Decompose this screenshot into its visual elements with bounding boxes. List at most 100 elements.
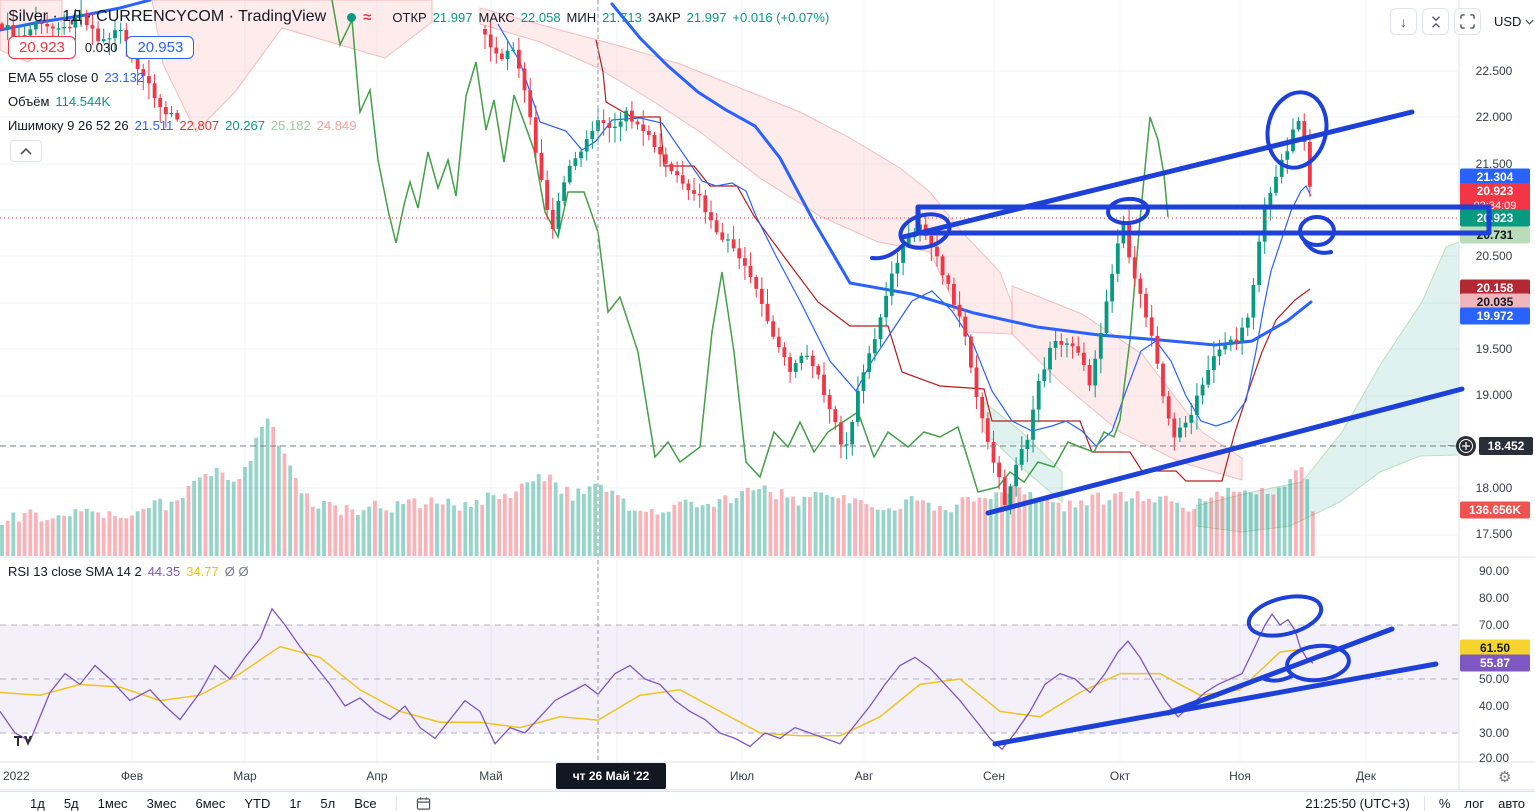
volume-label: Объём [8,94,50,109]
svg-text:17.500: 17.500 [1476,527,1513,541]
rsi-label: RSI 13 close SMA 14 2 [8,564,142,579]
low-label: МИН [566,9,597,25]
range-button-YTD[interactable]: YTD [244,796,271,811]
month-label-Дек: Дек [1356,769,1377,783]
toolbar-right: 21:25:50 (UTC+3) % лог авто [1305,796,1525,811]
high-label: МАКС [478,9,515,25]
crosshair-date-tooltip: чт 26 Май '22 [556,763,666,789]
maximize-icon [1460,14,1475,29]
svg-text:55.87: 55.87 [1480,656,1510,670]
svg-text:20.00: 20.00 [1479,751,1509,765]
price-axis-badges: 21.30420.92303:34:0920.92320.73120.15820… [1460,168,1533,672]
trendline-drawing [1165,626,1395,716]
rsi-legend[interactable]: RSI 13 close SMA 14 2 44.35 34.77 Ø Ø [8,564,249,579]
volume-bars [0,418,1315,556]
tradingview-logo-icon [14,736,32,746]
rsi-empty-values: Ø Ø [224,564,249,579]
close-label: ЗАКР [647,9,681,25]
collapse-pane-button[interactable] [1422,8,1449,35]
drawing-annotations[interactable] [870,87,1492,747]
svg-text:50.00: 50.00 [1479,672,1509,686]
time-axis-background[interactable] [0,762,1535,790]
svg-text:18.452: 18.452 [1488,439,1525,453]
ichimoku-senkou-b-value: 24.849 [316,118,357,133]
range-button-1мес[interactable]: 1мес [97,796,128,811]
rsi-sma-line [0,645,1314,737]
buy-sell-row: 20.923 0.030 20.953 [8,36,195,59]
open-label: ОТКР [392,9,427,25]
month-label-Авг: Авг [855,769,874,783]
month-label-Ноя: Ноя [1229,769,1251,783]
time-axis[interactable]: 2022ФевМарАпрМайИюнИюлАвгСенОктНояДекчт … [3,763,1511,789]
svg-text:70.00: 70.00 [1479,618,1509,632]
circle-drawing [1265,90,1329,170]
low-value: 21.713 [602,9,642,25]
calendar-icon[interactable] [416,796,431,811]
currency-selector[interactable]: USD [1494,14,1534,29]
buy-button[interactable]: 20.953 [126,36,195,59]
sell-button[interactable]: 20.923 [8,36,76,59]
svg-text:19.500: 19.500 [1476,342,1513,356]
ichimoku-senkou-a-value: 25.182 [270,118,311,133]
approx-equal-icon: ≈ [363,8,372,26]
range-button-5д[interactable]: 5д [63,796,79,811]
svg-text:20.923: 20.923 [1477,184,1514,198]
symbol-title[interactable]: Silver · 1Д · CURRENCYCOM · TradingView [8,8,327,25]
tenkan-line [497,23,1312,447]
add-alert-button[interactable] [1456,436,1476,456]
toolbar-divider [395,796,397,811]
svg-text:21.500: 21.500 [1476,157,1513,171]
bottom-toolbar: 1д 5д 1мес 3мес 6мес YTD 1г 5л Все 21:25:50 (UTC… [0,791,1535,811]
ema55-line [0,0,152,32]
rsi-sma-value: 34.77 [186,564,219,579]
tradingview-logo[interactable] [12,730,38,754]
percent-scale-button[interactable]: % [1438,796,1451,811]
svg-text:30.00: 30.00 [1479,726,1509,740]
log-scale-button[interactable]: лог [1464,796,1485,811]
change-value: +0.016 (+0.07%) [732,9,830,25]
volume-value: 114.544K [55,94,111,109]
ichimoku-legend[interactable]: Ишимоку 9 26 52 26 21.511 22.807 20.267 … [8,118,356,133]
svg-text:22.500: 22.500 [1476,64,1513,78]
svg-text:19.000: 19.000 [1476,388,1513,402]
symbol-header: Silver · 1Д · CURRENCYCOM · TradingView … [8,8,829,26]
circle-drawing [1298,215,1336,247]
price-axis[interactable]: 22.500 22.000 21.500 20.500 19.500 19.000 18.0… [1476,64,1513,765]
svg-text:22.000: 22.000 [1476,110,1513,124]
collapse-legend-button[interactable] [10,140,42,162]
range-button-Все[interactable]: Все [354,796,377,811]
gear-icon[interactable]: ⚙ [1498,769,1511,786]
svg-text:20.500: 20.500 [1476,249,1513,263]
month-label-Июл: Июл [730,769,754,783]
rsi-value: 44.35 [147,564,181,579]
circle-drawing [898,212,952,250]
scroll-to-recent-button[interactable]: ↓ [1390,8,1417,35]
toolbar-divider [1423,796,1425,811]
range-button-6мес[interactable]: 6мес [195,796,226,811]
currency-label: USD [1494,14,1522,29]
ema-legend[interactable]: EMA 55 close 0 23.132 [8,70,144,85]
ichimoku-label: Ишимоку 9 26 52 26 [8,118,129,133]
fullscreen-button[interactable] [1454,8,1481,35]
plot-area [0,0,1459,762]
range-button-3мес[interactable]: 3мес [146,796,177,811]
svg-text:18.000: 18.000 [1476,481,1513,495]
ema-label: EMA 55 close 0 [8,70,99,85]
clock-label[interactable]: 21:25:50 (UTC+3) [1305,796,1410,811]
range-button-5л[interactable]: 5л [320,796,336,811]
svg-text:чт 26 Май '22: чт 26 Май '22 [573,769,650,783]
range-button-1д[interactable]: 1д [30,796,45,811]
svg-text:21.304: 21.304 [1477,170,1514,184]
auto-scale-button[interactable]: авто [1498,796,1525,811]
range-button-1г[interactable]: 1г [289,796,302,811]
trendline-drawing [992,661,1439,747]
candles-layer [0,0,1312,515]
range-buttons: 1д 5д 1мес 3мес 6мес YTD 1г 5л Все [0,792,431,811]
kijun-line [595,39,1311,482]
svg-text:20.035: 20.035 [1477,295,1514,309]
volume-legend[interactable]: Объём 114.544K [8,94,110,109]
remove-alert-button[interactable]: − [1447,438,1455,453]
